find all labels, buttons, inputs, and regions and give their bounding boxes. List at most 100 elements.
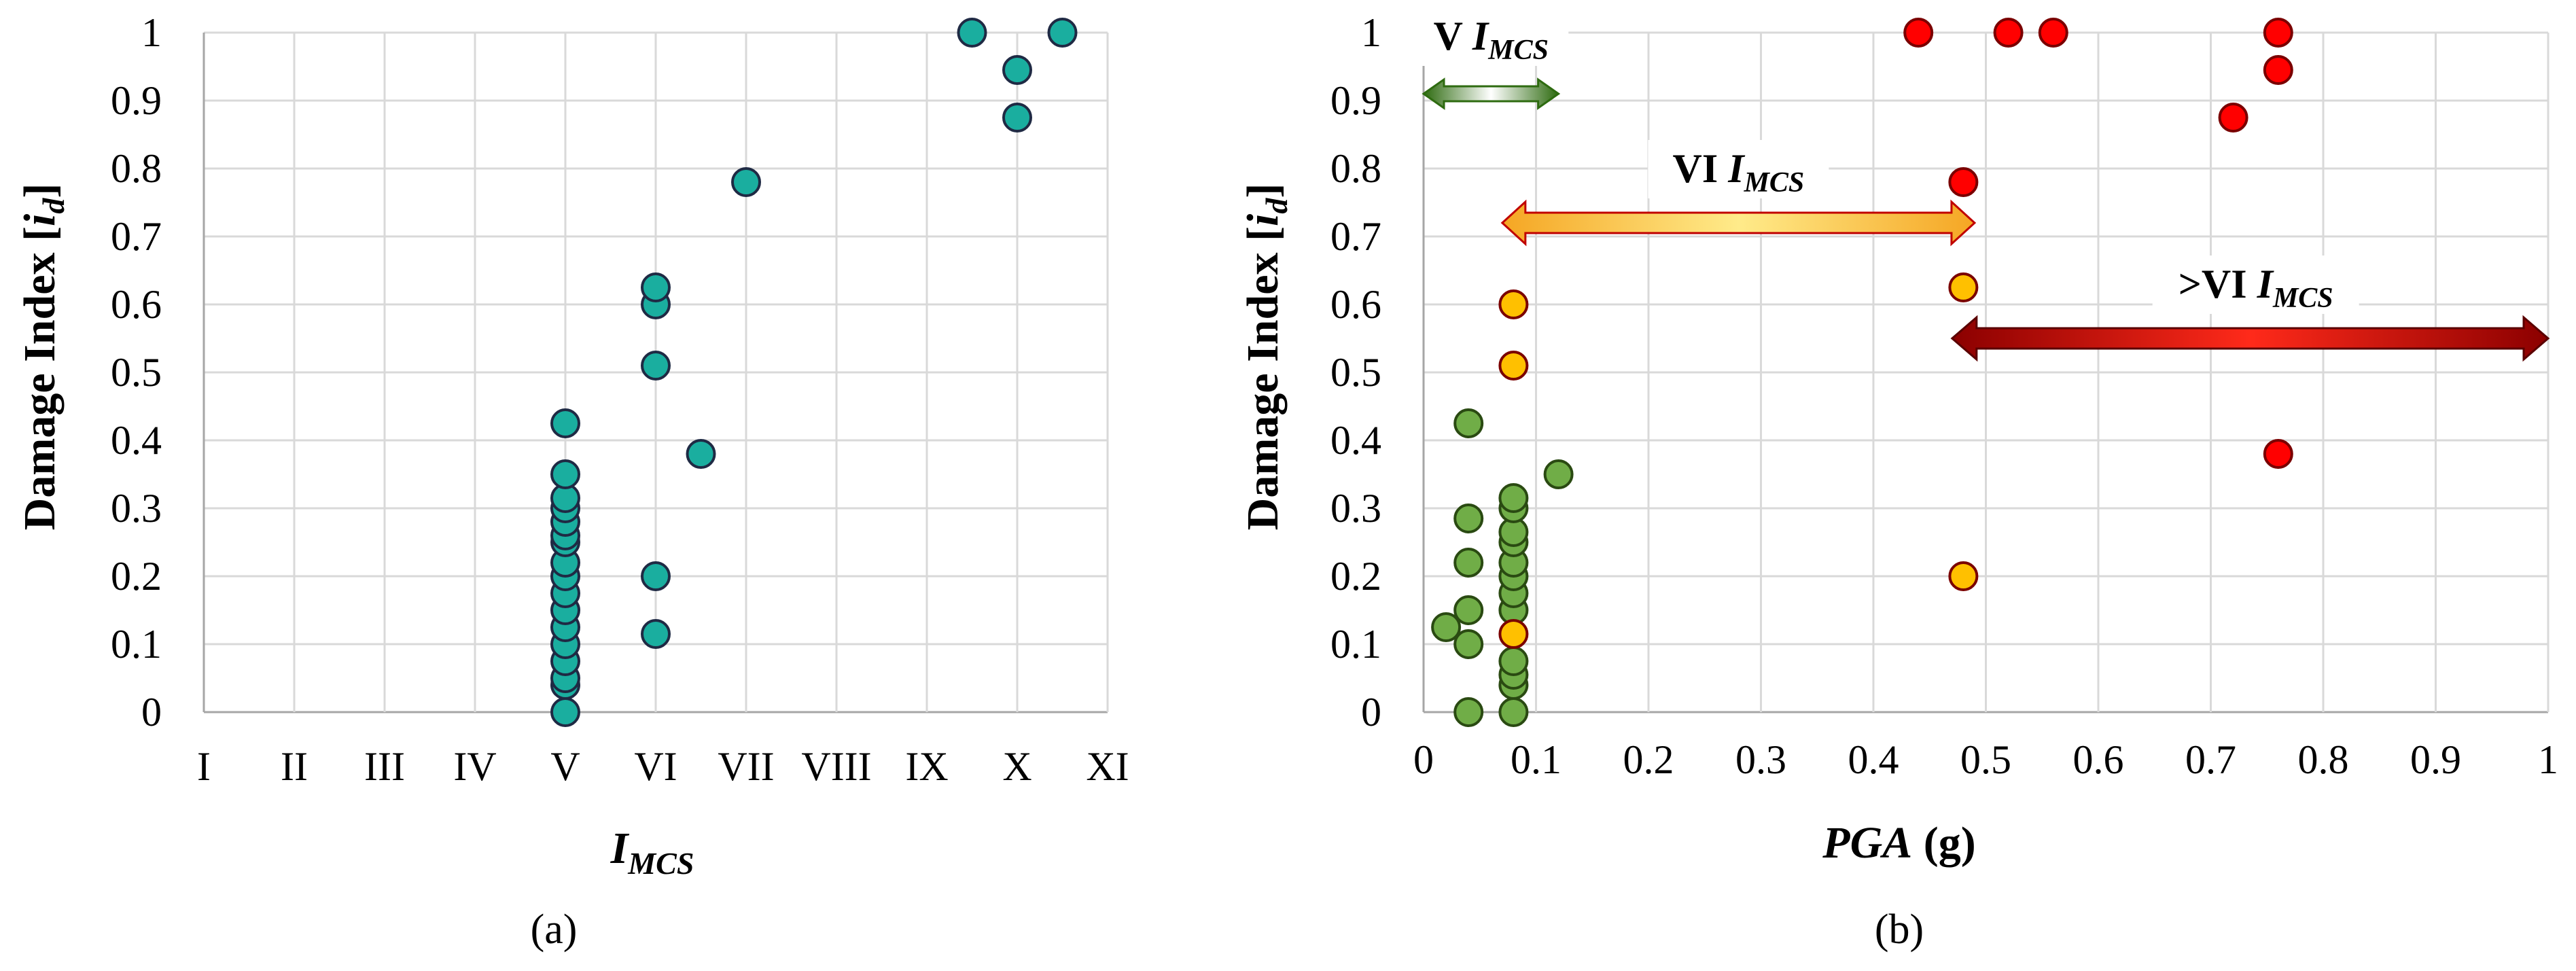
panel-b-data-point <box>1453 548 1484 578</box>
panel-b-data-point <box>1498 289 1529 319</box>
panel-b-x-tick-label: 0.7 <box>2185 737 2236 782</box>
panel-b-annotation-label: >VI IMCS <box>2178 262 2333 314</box>
panel-b-data-point <box>1903 18 1934 48</box>
panel-b-data-point <box>1948 561 1979 591</box>
panel-a-x-tick-label: VIII <box>801 744 871 789</box>
panel-a-y-title-main: Damage Index [ <box>15 226 65 530</box>
panel-b-annotation-label: V IMCS <box>1434 14 1549 66</box>
panel-a-label: (a) <box>531 906 578 953</box>
panel-b-range-arrow <box>1950 315 2550 362</box>
panel-b-data-point <box>2263 18 2293 48</box>
panel-a-y-tick-label: 0.5 <box>111 350 162 395</box>
panel-a-data-point <box>686 439 716 469</box>
panel-a-y-tick-label: 0 <box>141 690 162 735</box>
panel-a-data-point <box>1002 55 1032 85</box>
panel-b-data-point <box>1431 612 1462 642</box>
panel-b-y-tick-label: 0 <box>1361 690 1381 735</box>
panel-a-y-tick-label: 0.1 <box>111 622 162 667</box>
panel-b-data-point <box>1948 167 1979 197</box>
panel-a-y-tick-label: 0.9 <box>111 78 162 123</box>
panel-a-y-ticks: 0 0.1 0.2 0.3 0.4 0.5 0.6 0.7 0.8 0.9 1 <box>111 10 162 735</box>
panel-b-label: (b) <box>1875 906 1924 953</box>
panel-b-data-point <box>1498 697 1529 727</box>
panel-a-data-point <box>550 408 580 438</box>
panel-a-y-title-end: ] <box>15 183 65 198</box>
panel-b-x-tick-label: 0.9 <box>2410 737 2461 782</box>
panel-b-annotation-prefix: >VI <box>2178 262 2257 306</box>
panel-a-y-title-var: i <box>15 213 65 226</box>
panel-b-x-tick-label: 0.8 <box>2298 737 2349 782</box>
panel-a-x-axis-title: IMCS <box>610 824 694 881</box>
panel-a: 00.10.20.30.40.50.60.70.80.91 I II III IV V V… <box>15 10 1129 953</box>
panel-a-x-tick-label: III <box>364 744 405 789</box>
panel-b-y-tick-label: 0.3 <box>1330 486 1381 531</box>
panel-a-x-tick-label: XI <box>1086 744 1129 789</box>
panel-b: 0 0.1 0.2 0.3 0.4 0.5 0.6 0.7 0.8 0.9 1 0 0.1 0.2 0.3… <box>1238 7 2558 953</box>
panel-a-y-tick-label: 1 <box>141 10 162 55</box>
panel-a-x-tick-label: IX <box>905 744 948 789</box>
panel-a-x-tick-label: V <box>550 744 580 789</box>
panel-b-data-point <box>2263 439 2293 469</box>
panel-b-annotation-var: I <box>2257 262 2275 306</box>
panel-b-y-title-sub: d <box>1259 198 1294 214</box>
panel-b-annotation-sub: MCS <box>2272 283 2333 314</box>
panel-b-data-point <box>1453 697 1484 727</box>
panel-b-data-point <box>1498 619 1529 649</box>
panel-a-y-tick-label: 0.2 <box>111 554 162 599</box>
panel-b-y-title-end: ] <box>1238 183 1288 198</box>
panel-b-gridlines <box>1422 31 2549 713</box>
panel-a-x-tick-label: I <box>197 744 211 789</box>
panel-b-data-point <box>1453 504 1484 533</box>
panel-b-data-point <box>2038 18 2068 48</box>
panel-b-points <box>1431 18 2293 727</box>
panel-b-annotation-label: VI IMCS <box>1673 146 1805 198</box>
panel-b-annotation-var: I <box>1727 146 1746 191</box>
panel-b-y-tick-label: 0.4 <box>1330 418 1381 463</box>
panel-b-x-title-var: PGA <box>1822 818 1912 868</box>
panel-b-annotation-var: I <box>1472 14 1490 58</box>
panel-a-x-tick-label: IV <box>453 744 496 789</box>
panel-a-data-point <box>957 18 987 48</box>
panel-a-y-tick-label: 0.8 <box>111 146 162 191</box>
panel-b-data-point <box>1498 351 1529 381</box>
panel-b-x-tick-label: 0.2 <box>1623 737 1674 782</box>
panel-b-annotation-prefix: VI <box>1673 146 1729 191</box>
panel-a-x-tick-label: VI <box>634 744 677 789</box>
panel-b-x-tick-label: 0.6 <box>2073 737 2124 782</box>
panel-b-data-point <box>1993 18 2024 48</box>
panel-b-x-axis-title: PGA (g) <box>1822 818 1975 868</box>
panel-a-y-tick-label: 0.4 <box>111 418 162 463</box>
panel-b-annotation-sub: MCS <box>1487 35 1549 66</box>
panel-b-data-point <box>2218 103 2248 133</box>
panel-a-y-tick-label: 0.3 <box>111 486 162 531</box>
panel-b-data-point <box>1453 408 1484 438</box>
panel-a-y-tick-label: 0.7 <box>111 214 162 259</box>
panel-a-data-point <box>641 561 671 591</box>
panel-b-x-tick-label: 0.5 <box>1960 737 2011 782</box>
panel-a-data-point <box>731 167 761 197</box>
panel-b-annotation-background <box>2152 255 2359 314</box>
panel-b-data-point <box>1453 629 1484 659</box>
panel-b-annotation-prefix: V <box>1434 14 1472 58</box>
panel-a-data-point <box>550 697 580 727</box>
panel-a-data-point <box>641 619 671 649</box>
panel-b-annotation-background <box>1413 7 1569 66</box>
panel-b-y-tick-label: 0.7 <box>1330 214 1381 259</box>
panel-a-data-point <box>641 272 671 302</box>
panel-b-y-tick-label: 1 <box>1361 10 1381 55</box>
panel-b-range-arrow <box>1500 199 1977 247</box>
panel-a-data-point <box>1047 18 1078 48</box>
panel-b-data-point <box>1498 483 1529 513</box>
panel-a-x-tick-label: X <box>1002 744 1031 789</box>
panel-b-x-tick-label: 0 <box>1413 737 1434 782</box>
panel-b-y-title-var: i <box>1238 213 1288 226</box>
panel-b-y-tick-label: 0.8 <box>1330 146 1381 191</box>
panel-a-x-title-var: I <box>610 824 630 873</box>
panel-b-x-tick-label: 0.4 <box>1848 737 1899 782</box>
panel-b-y-tick-label: 0.1 <box>1330 622 1381 667</box>
panel-a-data-point <box>641 351 671 381</box>
panel-a-x-tick-label: VII <box>718 744 774 789</box>
panel-b-data-point <box>1543 459 1574 489</box>
panel-a-data-point <box>1002 103 1032 133</box>
